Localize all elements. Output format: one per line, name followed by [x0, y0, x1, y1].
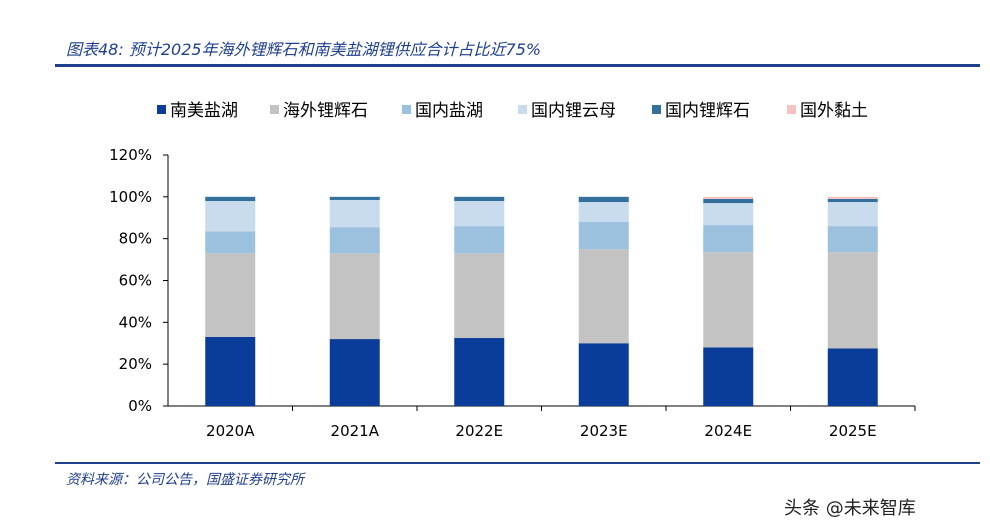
x-tick-label: 2024E	[704, 422, 752, 440]
x-tick-label: 2022E	[455, 422, 503, 440]
bar-segment	[703, 196, 754, 199]
bar-segment	[329, 253, 380, 340]
bar-segment	[827, 226, 878, 253]
bar-segment	[205, 253, 256, 337]
bar-segment	[703, 347, 754, 406]
bar-segment	[703, 198, 754, 204]
bar-segment	[827, 202, 878, 227]
legend-swatch	[157, 105, 166, 114]
footer-rule	[55, 462, 980, 464]
chart-title: 图表48: 预计2025年海外锂辉石和南美盐湖锂供应合计占比近75%	[66, 40, 542, 59]
bar-segment	[578, 343, 629, 406]
bar-segment	[827, 348, 878, 406]
legend-label: 南美盐湖	[170, 101, 238, 121]
title-rule	[55, 64, 980, 67]
bar-segment	[329, 227, 380, 254]
legend-swatch	[518, 105, 527, 114]
legend-swatch	[787, 105, 796, 114]
legend-label: 国外黏土	[800, 101, 868, 121]
source-note: 资料来源：公司公告，国盛证券研究所	[66, 472, 304, 488]
legend-swatch	[652, 105, 661, 114]
bar-segment	[205, 231, 256, 254]
x-tick-label: 2023E	[580, 422, 628, 440]
x-tick-label: 2025E	[829, 422, 877, 440]
x-tick-label: 2021A	[331, 422, 380, 440]
legend-label: 国内盐湖	[415, 101, 483, 121]
y-tick-label: 60%	[119, 272, 152, 290]
bar-segment	[454, 196, 505, 202]
bar-segment	[578, 221, 629, 250]
y-tick-label: 80%	[119, 230, 152, 248]
legend-label: 国内锂云母	[531, 101, 616, 121]
legend-swatch	[270, 105, 279, 114]
bar-segment	[329, 196, 380, 200]
bar-segment	[827, 196, 878, 199]
y-tick-label: 40%	[119, 313, 152, 331]
bar-segment	[827, 198, 878, 203]
bar-segment	[703, 225, 754, 253]
bar-segment	[578, 202, 629, 222]
bar-segment	[205, 201, 256, 232]
bar-segment	[578, 249, 629, 344]
bar-segment	[454, 201, 505, 227]
bar-segment	[329, 199, 380, 228]
bar-segment	[205, 196, 256, 202]
legend-swatch	[402, 105, 411, 114]
bar-segment	[578, 196, 629, 203]
bar-segment	[454, 226, 505, 254]
bar-segment	[703, 252, 754, 348]
legend-label: 海外锂辉石	[283, 101, 368, 121]
y-tick-label: 100%	[109, 188, 152, 206]
x-tick-label: 2020A	[206, 422, 255, 440]
y-tick-label: 0%	[128, 397, 152, 415]
watermark: 头条 @未来智库	[784, 498, 916, 519]
bar-segment	[205, 336, 256, 406]
bar-segment	[454, 338, 505, 406]
legend-label: 国内锂辉石	[665, 101, 750, 121]
y-tick-label: 20%	[119, 355, 152, 373]
bar-segment	[827, 252, 878, 349]
bar-segment	[703, 203, 754, 226]
bar-segment	[329, 339, 380, 406]
bar-segment	[454, 253, 505, 339]
y-tick-label: 120%	[109, 146, 152, 164]
